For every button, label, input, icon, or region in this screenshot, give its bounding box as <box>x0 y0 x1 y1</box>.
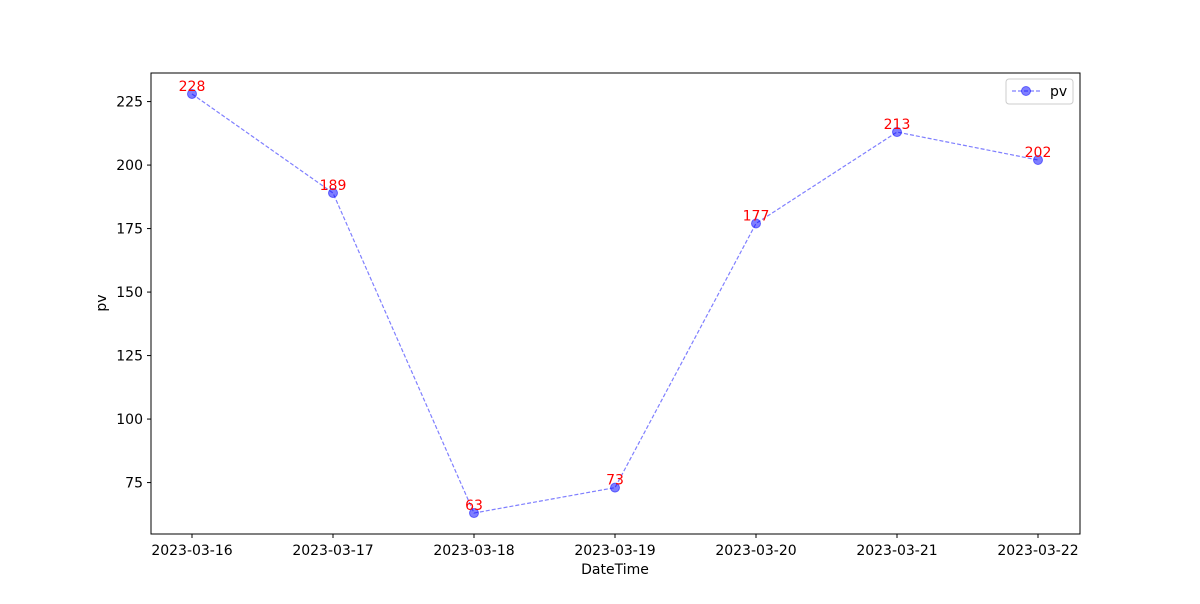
data-label: 228 <box>179 79 206 95</box>
data-label: 63 <box>465 498 483 514</box>
data-point <box>1033 154 1043 165</box>
data-label: 73 <box>606 473 624 489</box>
data-point <box>610 482 620 493</box>
legend: pv <box>1005 78 1074 105</box>
x-tick-label: 2023-03-19 <box>574 543 655 559</box>
data-point <box>469 508 479 519</box>
data-point <box>187 88 197 99</box>
series-layer <box>187 88 1043 519</box>
axes-layer: 2023-03-16 2023-03-17 2023-03-18 2023-03-19… <box>116 72 1081 559</box>
legend-entry-pv: pv <box>1050 84 1067 100</box>
data-point <box>892 127 902 138</box>
x-tick-label: 2023-03-16 <box>151 543 232 559</box>
y-tick-label: 150 <box>116 285 143 301</box>
data-label: 213 <box>884 117 911 133</box>
x-tick-label: 2023-03-22 <box>997 543 1078 559</box>
x-tick-label: 2023-03-20 <box>715 543 796 559</box>
legend-marker-sample <box>1021 86 1031 96</box>
x-tick-label: 2023-03-21 <box>856 543 937 559</box>
y-tick-label: 200 <box>116 158 143 174</box>
x-tick-label: 2023-03-17 <box>292 543 373 559</box>
y-tick-label: 225 <box>116 95 143 111</box>
y-tick-label: 75 <box>125 476 143 492</box>
data-label: 189 <box>320 178 347 194</box>
data-label: 177 <box>743 208 770 224</box>
x-tick-label: 2023-03-18 <box>433 543 514 559</box>
y-tick-label: 125 <box>116 349 143 365</box>
data-point <box>328 188 338 199</box>
y-axis-label: pv <box>94 294 110 311</box>
x-axis-label: DateTime <box>581 562 649 578</box>
y-tick-label: 100 <box>116 412 143 428</box>
data-point <box>751 218 761 229</box>
data-labels-layer: 228 189 63 73 177 213 202 <box>179 79 1052 514</box>
y-tick-label: 175 <box>116 222 143 238</box>
data-label: 202 <box>1025 145 1052 161</box>
